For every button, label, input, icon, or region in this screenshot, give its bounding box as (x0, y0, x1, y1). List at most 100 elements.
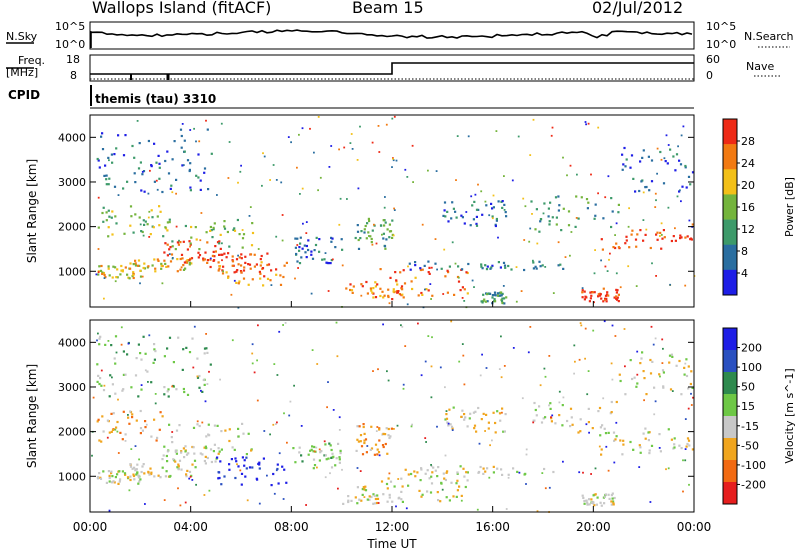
colorbar-tick-label: 50 (741, 381, 755, 394)
velocity-cell (447, 422, 450, 425)
power-cell (237, 181, 239, 184)
power-cell (600, 297, 603, 300)
noise-panel-frame (89, 21, 695, 50)
velocity-cell (329, 444, 332, 447)
velocity-cell (282, 324, 284, 326)
velocity-cell (122, 350, 125, 353)
power-cell (170, 253, 174, 256)
power-cell (240, 253, 243, 256)
velocity-cell (482, 412, 485, 415)
power-cell (391, 166, 393, 168)
velocity-cell (100, 440, 103, 443)
velocity-cell (450, 481, 453, 484)
power-cell (130, 215, 133, 218)
velocity-cell (368, 498, 371, 501)
x-tick-label: 00:00 (677, 520, 712, 534)
velocity-cell (671, 355, 674, 358)
power-cell (420, 291, 423, 295)
power-cell (451, 241, 454, 244)
power-cell (233, 227, 236, 230)
power-cell (356, 224, 359, 227)
velocity-cell (110, 430, 113, 433)
power-cell (503, 297, 506, 300)
velocity-cell (228, 439, 231, 443)
power-cell (491, 215, 494, 218)
velocity-cell (393, 428, 395, 430)
velocity-cell (430, 482, 434, 485)
velocity-cell (182, 387, 185, 391)
velocity-cell (121, 470, 124, 473)
velocity-cell (387, 427, 390, 431)
velocity-cell (359, 434, 363, 437)
velocity-cell (653, 413, 656, 416)
power-cell (105, 174, 108, 177)
velocity-cell (228, 428, 231, 431)
power-cell (142, 170, 146, 173)
velocity-cell (134, 445, 137, 447)
velocity-cell (424, 360, 427, 363)
power-cell (120, 269, 123, 272)
power-cell (560, 229, 563, 232)
power-cell (655, 199, 657, 202)
velocity-cell (98, 439, 101, 442)
power-cell (302, 222, 304, 225)
power-cell (607, 175, 610, 178)
velocity-cell (485, 367, 488, 369)
velocity-cell (604, 432, 608, 435)
power-cell (500, 200, 503, 203)
velocity-cell (192, 446, 195, 449)
power-cell (136, 120, 139, 122)
velocity-cell (208, 370, 210, 373)
power-cell (685, 186, 688, 189)
power-cell (124, 266, 127, 269)
velocity-cell (461, 343, 464, 345)
power-cell (475, 208, 479, 211)
velocity-cell (245, 467, 248, 470)
velocity-cell (460, 499, 463, 502)
power-cell (158, 166, 161, 169)
power-cell (165, 265, 168, 268)
velocity-cell (292, 447, 295, 450)
power-cell (501, 206, 504, 209)
power-cell (105, 219, 108, 222)
power-cell (181, 257, 184, 260)
power-cell (615, 291, 618, 294)
power-cell (615, 295, 618, 298)
power-cell (369, 235, 372, 238)
power-cell (217, 269, 220, 272)
velocity-cell (444, 478, 447, 482)
power-cell (636, 233, 639, 236)
velocity-cell (581, 494, 584, 497)
colorbar-segment (723, 244, 737, 271)
power-cell (221, 259, 223, 262)
velocity-cell (205, 333, 207, 335)
power-cell (98, 265, 101, 268)
velocity-cell (99, 477, 103, 480)
velocity-cell (116, 430, 119, 433)
velocity-cell (460, 415, 463, 418)
power-cell (111, 161, 114, 164)
power-cell (463, 300, 466, 302)
velocity-cell (194, 466, 197, 469)
power-cell (536, 242, 539, 245)
velocity-cell (430, 475, 433, 478)
velocity-cell (311, 445, 314, 448)
velocity-cell (615, 400, 618, 404)
velocity-cell (155, 439, 158, 442)
power-cell (178, 239, 180, 242)
power-cell (134, 181, 137, 184)
power-cell (167, 172, 171, 175)
velocity-cell (133, 466, 136, 469)
velocity-cell (121, 438, 124, 441)
power-cell (530, 200, 533, 203)
velocity-cell (357, 440, 360, 443)
velocity-cell (231, 339, 234, 342)
velocity-cell (484, 470, 487, 473)
power-cell (275, 268, 278, 271)
velocity-cell (376, 497, 380, 500)
power-cell (171, 158, 174, 161)
velocity-cell (395, 505, 397, 508)
power-cell (134, 264, 138, 267)
velocity-cell (129, 463, 132, 466)
power-cell (108, 274, 111, 277)
